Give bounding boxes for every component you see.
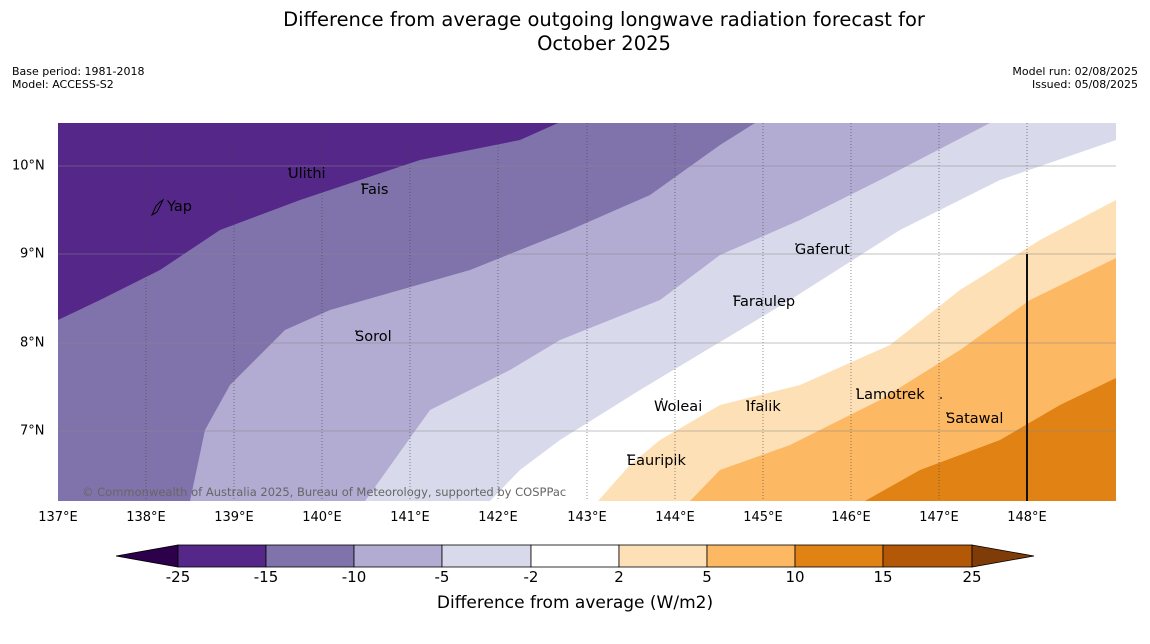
- place-label-lamotrek: Lamotrek: [856, 387, 925, 403]
- colorbar-tick: 15: [873, 568, 893, 586]
- lon-label-146e: 146°E: [831, 510, 871, 525]
- chart-title: Difference from average outgoing longwav…: [0, 8, 1150, 56]
- colorbar-tick: 5: [702, 568, 712, 586]
- meta-right: Model run: 02/08/2025 Issued: 05/08/2025: [1012, 65, 1138, 91]
- meta-left: Base period: 1981-2018 Model: ACCESS-S2: [12, 65, 144, 91]
- title-line-2: October 2025: [537, 32, 671, 55]
- place-label-ulithi: Ulithi: [288, 166, 326, 182]
- lon-label-138e: 138°E: [126, 510, 166, 525]
- colorbar-max-extend: [971, 544, 1035, 568]
- lat-label-10n: 10°N: [12, 158, 45, 174]
- island-markers: [150, 168, 948, 456]
- colorbar-tick: 10: [785, 568, 805, 586]
- base-period-text: Base period: 1981-2018: [12, 65, 145, 78]
- lat-label-9n: 9°N: [20, 246, 45, 262]
- lon-label-137e: 137°E: [38, 510, 78, 525]
- lon-label-141e: 141°E: [390, 510, 430, 525]
- colorbar-tick: -10: [341, 568, 367, 586]
- copyright-text: © Commonwealth of Australia 2025, Bureau…: [82, 485, 567, 499]
- colorbar-tick: 2: [614, 568, 624, 586]
- latitude-lines: [58, 165, 1116, 432]
- colorbar-tick: -25: [165, 568, 191, 586]
- place-label-eauripik: Eauripik: [627, 453, 686, 469]
- colorbar-tick: -2: [523, 568, 539, 586]
- place-label-satawal: Satawal: [946, 411, 1004, 427]
- place-label-sorol: Sorol: [355, 329, 392, 345]
- place-label-fais: Fais: [361, 182, 389, 198]
- lon-label-139e: 139°E: [214, 510, 254, 525]
- colorbar-title: Difference from average (W/m2): [436, 593, 714, 613]
- lon-label-143e: 143°E: [567, 510, 607, 525]
- model-run-text: Model run: 02/08/2025: [1012, 65, 1138, 78]
- colorbar-min-extend: [115, 544, 179, 568]
- fill-minus-15-to-minus-25: [58, 123, 558, 320]
- colorbar: [115, 544, 1035, 568]
- model-text: Model: ACCESS-S2: [12, 78, 114, 91]
- place-label-ifalik: Ifalik: [746, 399, 781, 415]
- fill-10-to-15: [865, 378, 1116, 501]
- place-label-gaferut: Gaferut: [795, 242, 850, 258]
- lon-label-140e: 140°E: [302, 510, 342, 525]
- colorbar-tick: -5: [434, 568, 450, 586]
- lon-label-144e: 144°E: [655, 510, 695, 525]
- lon-label-142e: 142°E: [478, 510, 518, 525]
- lon-label-147e: 147°E: [919, 510, 959, 525]
- lon-label-145e: 145°E: [743, 510, 783, 525]
- place-label-woleai: Woleai: [654, 399, 703, 415]
- place-label-faraulep: Faraulep: [733, 294, 796, 310]
- title-line-1: Difference from average outgoing longwav…: [283, 8, 925, 31]
- lon-label-148e: 148°E: [1007, 510, 1047, 525]
- issued-text: Issued: 05/08/2025: [1031, 78, 1138, 91]
- lat-label-8n: 8°N: [20, 335, 45, 351]
- place-label-yap: Yap: [167, 199, 192, 215]
- colorbar-tick: -15: [253, 568, 279, 586]
- yap-island-shape: [150, 198, 165, 217]
- colorbar-tick: 25: [962, 568, 982, 586]
- lat-label-7n: 7°N: [20, 423, 45, 439]
- colorbar-tick-labels: -25 -15 -10 -5 -2 2 5 10 15 25: [0, 568, 1150, 588]
